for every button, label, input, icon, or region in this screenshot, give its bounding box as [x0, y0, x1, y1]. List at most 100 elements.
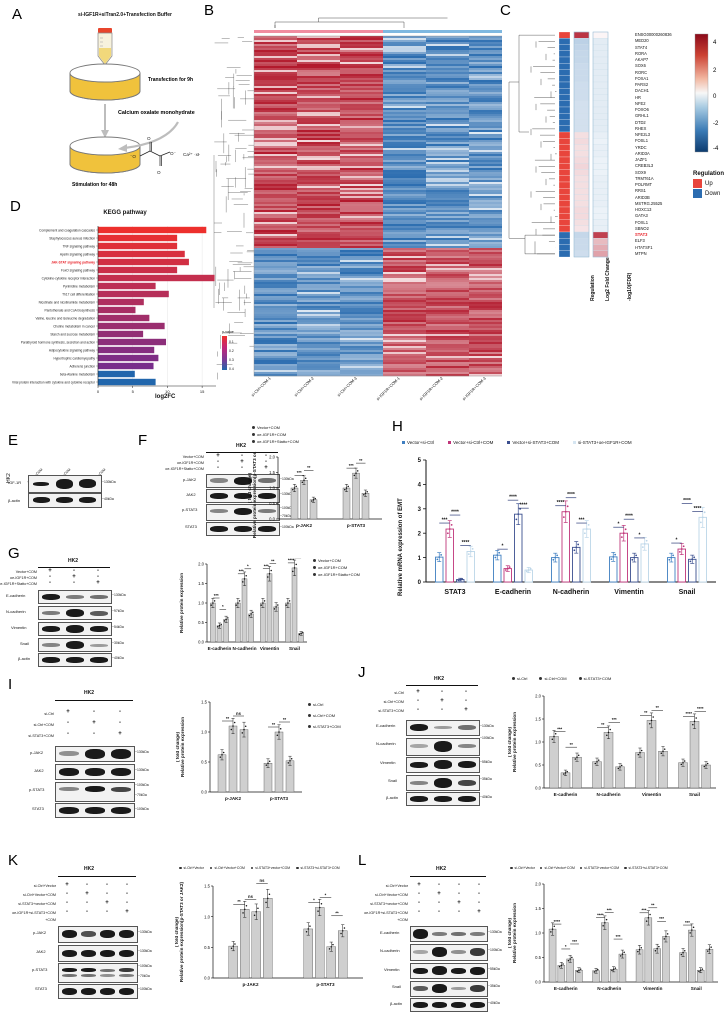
panel-label-D: D [10, 198, 21, 215]
panel-d-xlabel: log2FC [155, 394, 176, 400]
svg-text:**: ** [283, 717, 287, 722]
gene-label: NFE2L3 [635, 132, 651, 137]
gene-label: SOX9 [635, 169, 646, 175]
svg-text:Staphylococcus aureus infectio: Staphylococcus aureus infection [49, 236, 95, 240]
gene-label: ENSG00000260836 [635, 32, 672, 37]
blot-ecad-g [38, 590, 112, 604]
legend-swatch-down [693, 189, 702, 198]
svg-text:E-cadherin: E-cadherin [554, 792, 578, 797]
svg-text:4: 4 [418, 483, 422, 489]
svg-text:Pyrimidine metabolism: Pyrimidine metabolism [63, 284, 95, 288]
svg-text:*: * [222, 604, 224, 609]
svg-text:Starch and sucrose metabolism: Starch and sucrose metabolism [50, 332, 95, 336]
blot-ecad-l [410, 926, 488, 942]
panel-c-axis-fdr: -log10(FDR) [627, 272, 633, 301]
svg-text:**: ** [644, 710, 648, 715]
panel-i-chart: si-Ctrl si-Ctrl+COM si-STAT3+COM 0.0 0.5 1… [176, 690, 361, 820]
panel-l: HK2 si-Ctrl+Vector si-Ctrl+Vector+COM si… [358, 866, 558, 1012]
panel-c-legend: Regulation Up Down [693, 171, 724, 198]
svg-text:p-value: p-value [222, 330, 234, 334]
svg-text:( fold change): ( fold change) [508, 917, 512, 948]
panel-label-H: H [392, 418, 403, 435]
gene-label: MSTRG.25525 [635, 200, 663, 206]
svg-text:**: ** [237, 899, 241, 904]
gene-label: RHEX [635, 125, 647, 131]
blot-vim-l [410, 963, 488, 979]
blot-snail-l [410, 981, 488, 997]
gene-label: HOXC13 [635, 207, 652, 212]
svg-text:Snail: Snail [289, 646, 300, 651]
svg-text:beta-Alanine metabolism: beta-Alanine metabolism [60, 372, 95, 376]
svg-text:0.0: 0.0 [204, 976, 210, 981]
svg-text:Apelin signaling pathway: Apelin signaling pathway [60, 252, 95, 256]
svg-text:Adipocytokine signaling pathwa: Adipocytokine signaling pathway [49, 348, 95, 352]
svg-text:Hypertrophic cardiomyopathy: Hypertrophic cardiomyopathy [54, 356, 96, 360]
panel-a-step2: Calcium oxalate monohydrate [118, 110, 195, 116]
svg-text:****: **** [462, 540, 470, 546]
panel-l-chart: si-Ctrl+Vector si-Ctrl+Vector+COM si-STA… [508, 866, 726, 1011]
gene-label: MED20 [635, 38, 649, 44]
panel-g-legend: Vector+COM oe-IGF1R+COM oe-IGF1R+Statto+… [313, 558, 360, 577]
svg-text:0.5: 0.5 [269, 501, 275, 506]
panel-label-G: G [8, 545, 20, 562]
svg-text:-4: -4 [713, 146, 719, 152]
svg-text:***: *** [572, 939, 577, 944]
blot-ncad-j [406, 738, 480, 756]
svg-text:***: *** [214, 593, 219, 598]
svg-text:2: 2 [418, 531, 422, 537]
panel-i-legend: si-Ctrl si-Ctrl+COM si-STAT3+COM [308, 702, 341, 729]
svg-text:****: **** [554, 919, 561, 924]
panel-j: HK2 si-Ctrl si-Ctrl+COM si-STAT3+COM + -… [358, 676, 558, 806]
svg-text:N-cadherin: N-cadherin [233, 646, 257, 651]
svg-text:4: 4 [713, 40, 717, 46]
svg-text:****: **** [567, 492, 575, 498]
svg-text:Snail: Snail [679, 589, 696, 596]
panel-a-schematic: si-IGF1R+siTran2.0+Transfection Buffer T… [0, 0, 200, 200]
svg-text:Vimentin: Vimentin [614, 589, 643, 596]
panel-d-kegg: KEGG pathway Complement and coagulation … [0, 208, 245, 408]
svg-text:N-cadherin: N-cadherin [597, 792, 621, 797]
svg-text:O⁻: O⁻ [170, 151, 177, 156]
svg-text:1.0: 1.0 [201, 730, 207, 735]
svg-text:1.5: 1.5 [204, 884, 210, 889]
svg-text:****: **** [697, 706, 704, 711]
svg-text:( fold change): ( fold change) [175, 916, 179, 947]
panel-label-C: C [500, 2, 511, 19]
panel-f: HK2 Vector+COM oe-IGF1R+COM oe-IGF1R+Sta… [138, 443, 388, 543]
svg-text:Snail: Snail [689, 792, 700, 797]
svg-text:****: **** [625, 514, 633, 520]
blot-pstat3-i [55, 782, 135, 802]
blot-snail-g [38, 638, 112, 652]
svg-text:0.0: 0.0 [269, 517, 275, 522]
svg-text:Relative protein expression: Relative protein expression [512, 903, 517, 963]
svg-text:10: 10 [165, 389, 170, 394]
svg-text:1.5: 1.5 [269, 470, 275, 475]
panel-c-heatmap: ENSG00000260836 MED20 STAT4 RORA AKAP7 SOX6 RO… [505, 16, 726, 416]
panel-f-legend: Vector+COM oe-IGF1R+COM oe-IGF1R+Statto+… [252, 425, 299, 444]
svg-text:***: *** [239, 569, 244, 574]
gene-label: ARID3A [635, 150, 650, 156]
svg-text:p-JAK2: p-JAK2 [296, 523, 313, 528]
svg-text:1.5: 1.5 [198, 581, 204, 586]
gene-label: YRDC [635, 144, 647, 150]
svg-text:E-cadherin: E-cadherin [208, 646, 232, 651]
svg-text:0.3: 0.3 [229, 358, 234, 362]
svg-text:0.4: 0.4 [229, 367, 234, 371]
panel-label-K: K [8, 852, 19, 869]
gene-label: DACH1 [635, 88, 649, 94]
svg-text:0.0: 0.0 [535, 980, 541, 985]
svg-text:0.0: 0.0 [198, 640, 204, 645]
svg-text:Vimentin: Vimentin [642, 792, 662, 797]
svg-text:( fold change): ( fold change) [508, 726, 512, 757]
svg-text:0.5: 0.5 [198, 620, 204, 625]
svg-text:1.0: 1.0 [204, 914, 210, 919]
svg-text:N-cadherin: N-cadherin [553, 589, 590, 596]
svg-text:***: *** [642, 908, 647, 913]
panel-label-F: F [138, 432, 148, 449]
svg-text:p-STAT3: p-STAT3 [270, 796, 289, 801]
svg-text:****: **** [597, 913, 604, 918]
gene-label: STAT3 [635, 232, 648, 237]
svg-text:TNF signaling pathway: TNF signaling pathway [63, 244, 96, 248]
blot-vim-g [38, 622, 112, 636]
svg-text:1.5: 1.5 [535, 717, 541, 722]
